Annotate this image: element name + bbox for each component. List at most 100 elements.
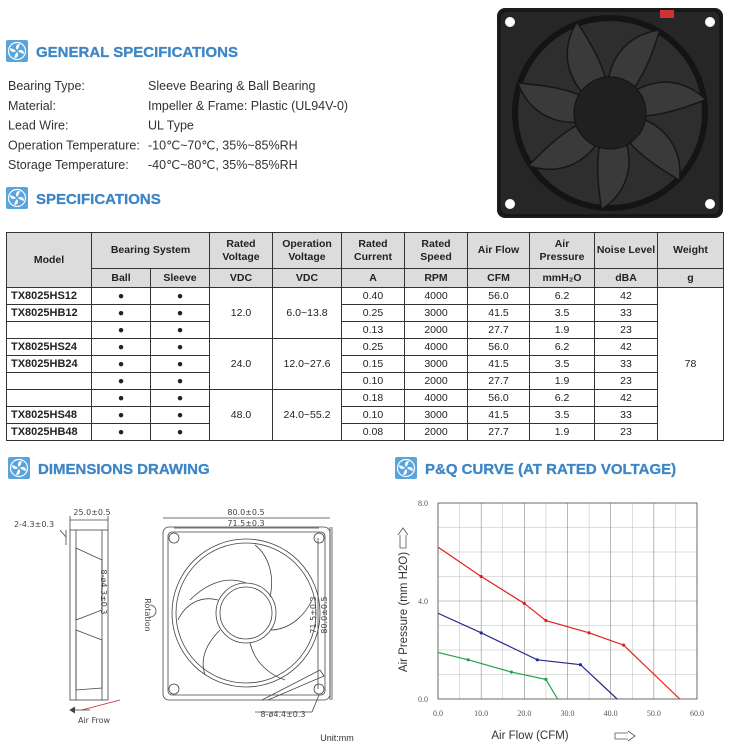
section-icon <box>6 187 28 209</box>
noise-cell: 23 <box>594 372 658 390</box>
current-cell: 0.10 <box>341 372 405 390</box>
ball-cell: ● <box>91 389 151 407</box>
sleeve-cell: ● <box>150 321 210 339</box>
header-cell: Model <box>6 232 92 288</box>
noise-cell: 33 <box>594 304 658 322</box>
series-marker <box>466 658 470 662</box>
noise-cell: 33 <box>594 406 658 424</box>
table-row: TX8025HB48 ● ● 0.08 2000 27.7 1.9 23 <box>6 423 724 441</box>
spec-value: -10℃~70℃, 35%~85%RH <box>148 138 298 152</box>
dimension-label: 8-ø4.3±0.3 <box>99 569 108 614</box>
series-line <box>437 612 618 700</box>
ball-cell: ● <box>91 406 151 424</box>
noise-cell: 42 <box>594 287 658 305</box>
ball-cell: ● <box>91 338 151 356</box>
speed-cell: 4000 <box>404 389 468 407</box>
header-cell: Ball <box>91 268 151 288</box>
sleeve-cell: ● <box>150 406 210 424</box>
y-axis-label: Air Pressure (mm H2O) <box>398 552 410 672</box>
series-line <box>437 651 559 700</box>
flow-cell: 56.0 <box>467 389 530 407</box>
spec-value: -40℃~80℃, 35%~85%RH <box>148 158 298 172</box>
header-cell: Rated Current <box>341 232 405 269</box>
model-cell: TX8025HB24 <box>6 355 92 373</box>
current-cell: 0.10 <box>341 406 405 424</box>
spec-label: Storage Temperature: <box>8 158 129 172</box>
unit-cell: VDC <box>209 268 273 288</box>
ball-cell: ● <box>91 287 151 305</box>
section-icon <box>6 40 28 62</box>
spec-value: Sleeve Bearing & Ball Bearing <box>148 79 316 93</box>
operating-voltage-cell: 6.0~13.8 <box>272 287 342 339</box>
dimension-label: 25.0±0.5 <box>73 508 110 517</box>
x-axis-label: Air Flow (CFM) <box>491 730 568 742</box>
header-cell: Weight <box>657 232 724 269</box>
series-marker <box>522 601 526 606</box>
section-title: GENERAL SPECIFICATIONS <box>36 44 238 61</box>
series-marker <box>622 643 626 647</box>
speed-cell: 2000 <box>404 423 468 441</box>
ball-cell: ● <box>91 423 151 441</box>
table-row: TX8025HB24 ● ● 0.15 3000 41.5 3.5 33 <box>6 355 724 373</box>
speed-cell: 2000 <box>404 372 468 390</box>
x-tick-label: 10.0 <box>474 709 488 718</box>
section-title: P&Q CURVE (AT RATED VOLTAGE) <box>425 461 676 478</box>
model-cell <box>6 372 92 390</box>
pressure-cell: 6.2 <box>529 338 595 356</box>
model-cell: TX8025HS24 <box>6 338 92 356</box>
spec-label: Bearing Type: <box>8 79 85 93</box>
x-tick-label: 60.0 <box>690 709 704 718</box>
noise-cell: 42 <box>594 389 658 407</box>
general-specs: Bearing Type: Sleeve Bearing & Ball Beari… <box>8 79 348 172</box>
model-cell: TX8025HB12 <box>6 304 92 322</box>
table-row: TX8025HB12 ● ● 0.25 3000 41.5 3.5 33 <box>6 304 724 322</box>
series-marker <box>587 631 591 635</box>
fan-photo <box>497 8 723 218</box>
y-tick-label: 8.0 <box>418 499 428 508</box>
axis-arrows <box>397 527 636 742</box>
speed-cell: 3000 <box>404 406 468 424</box>
weight-cell: 78 <box>657 287 724 441</box>
speed-cell: 4000 <box>404 287 468 305</box>
dimension-label: 2-4.3±0.3 <box>14 520 54 529</box>
pressure-cell: 3.5 <box>529 406 595 424</box>
speed-cell: 3000 <box>404 304 468 322</box>
spec-value: UL Type <box>148 119 194 133</box>
flow-cell: 56.0 <box>467 287 530 305</box>
pq-chart: 0.0 10.0 20.0 30.0 40.0 50.0 60.0 0.0 4.0 8.0 Air … <box>398 499 704 742</box>
header-cell: Operation Voltage <box>272 232 342 269</box>
ball-cell: ● <box>91 321 151 339</box>
current-cell: 0.15 <box>341 355 405 373</box>
current-cell: 0.13 <box>341 321 405 339</box>
section-icon <box>8 457 30 479</box>
rotation-label: Rotation <box>143 598 152 631</box>
model-cell <box>6 389 92 407</box>
spec-label: Material: <box>8 99 56 113</box>
noise-cell: 33 <box>594 355 658 373</box>
unit-cell: g <box>657 268 724 288</box>
model-cell <box>6 321 92 339</box>
speed-cell: 3000 <box>404 355 468 373</box>
x-tick-label: 0.0 <box>433 709 443 718</box>
header-cell: Sleeve <box>150 268 210 288</box>
header-cell: Noise Level <box>594 232 658 269</box>
header-cell: Bearing System <box>91 232 210 269</box>
spec-table: Model Bearing System Rated Voltage Opera… <box>6 232 724 441</box>
noise-cell: 42 <box>594 338 658 356</box>
noise-cell: 23 <box>594 321 658 339</box>
spec-value: Impeller & Frame: Plastic (UL94V-0) <box>148 99 348 113</box>
table-row: ● ● 48.0 24.0~55.2 0.18 4000 56.0 6.2 42 <box>6 389 724 441</box>
flow-cell: 41.5 <box>467 355 530 373</box>
dimension-label: 71.5±0.3 <box>227 519 264 528</box>
y-tick-label: 0.0 <box>418 695 428 704</box>
pressure-cell: 3.5 <box>529 355 595 373</box>
model-cell: TX8025HB48 <box>6 423 92 441</box>
sleeve-cell: ● <box>150 355 210 373</box>
series-marker <box>479 574 483 579</box>
current-cell: 0.40 <box>341 287 405 305</box>
ball-cell: ● <box>91 372 151 390</box>
operating-voltage-cell: 12.0~27.6 <box>272 338 342 390</box>
plot-frame <box>437 502 698 700</box>
sleeve-cell: ● <box>150 338 210 356</box>
